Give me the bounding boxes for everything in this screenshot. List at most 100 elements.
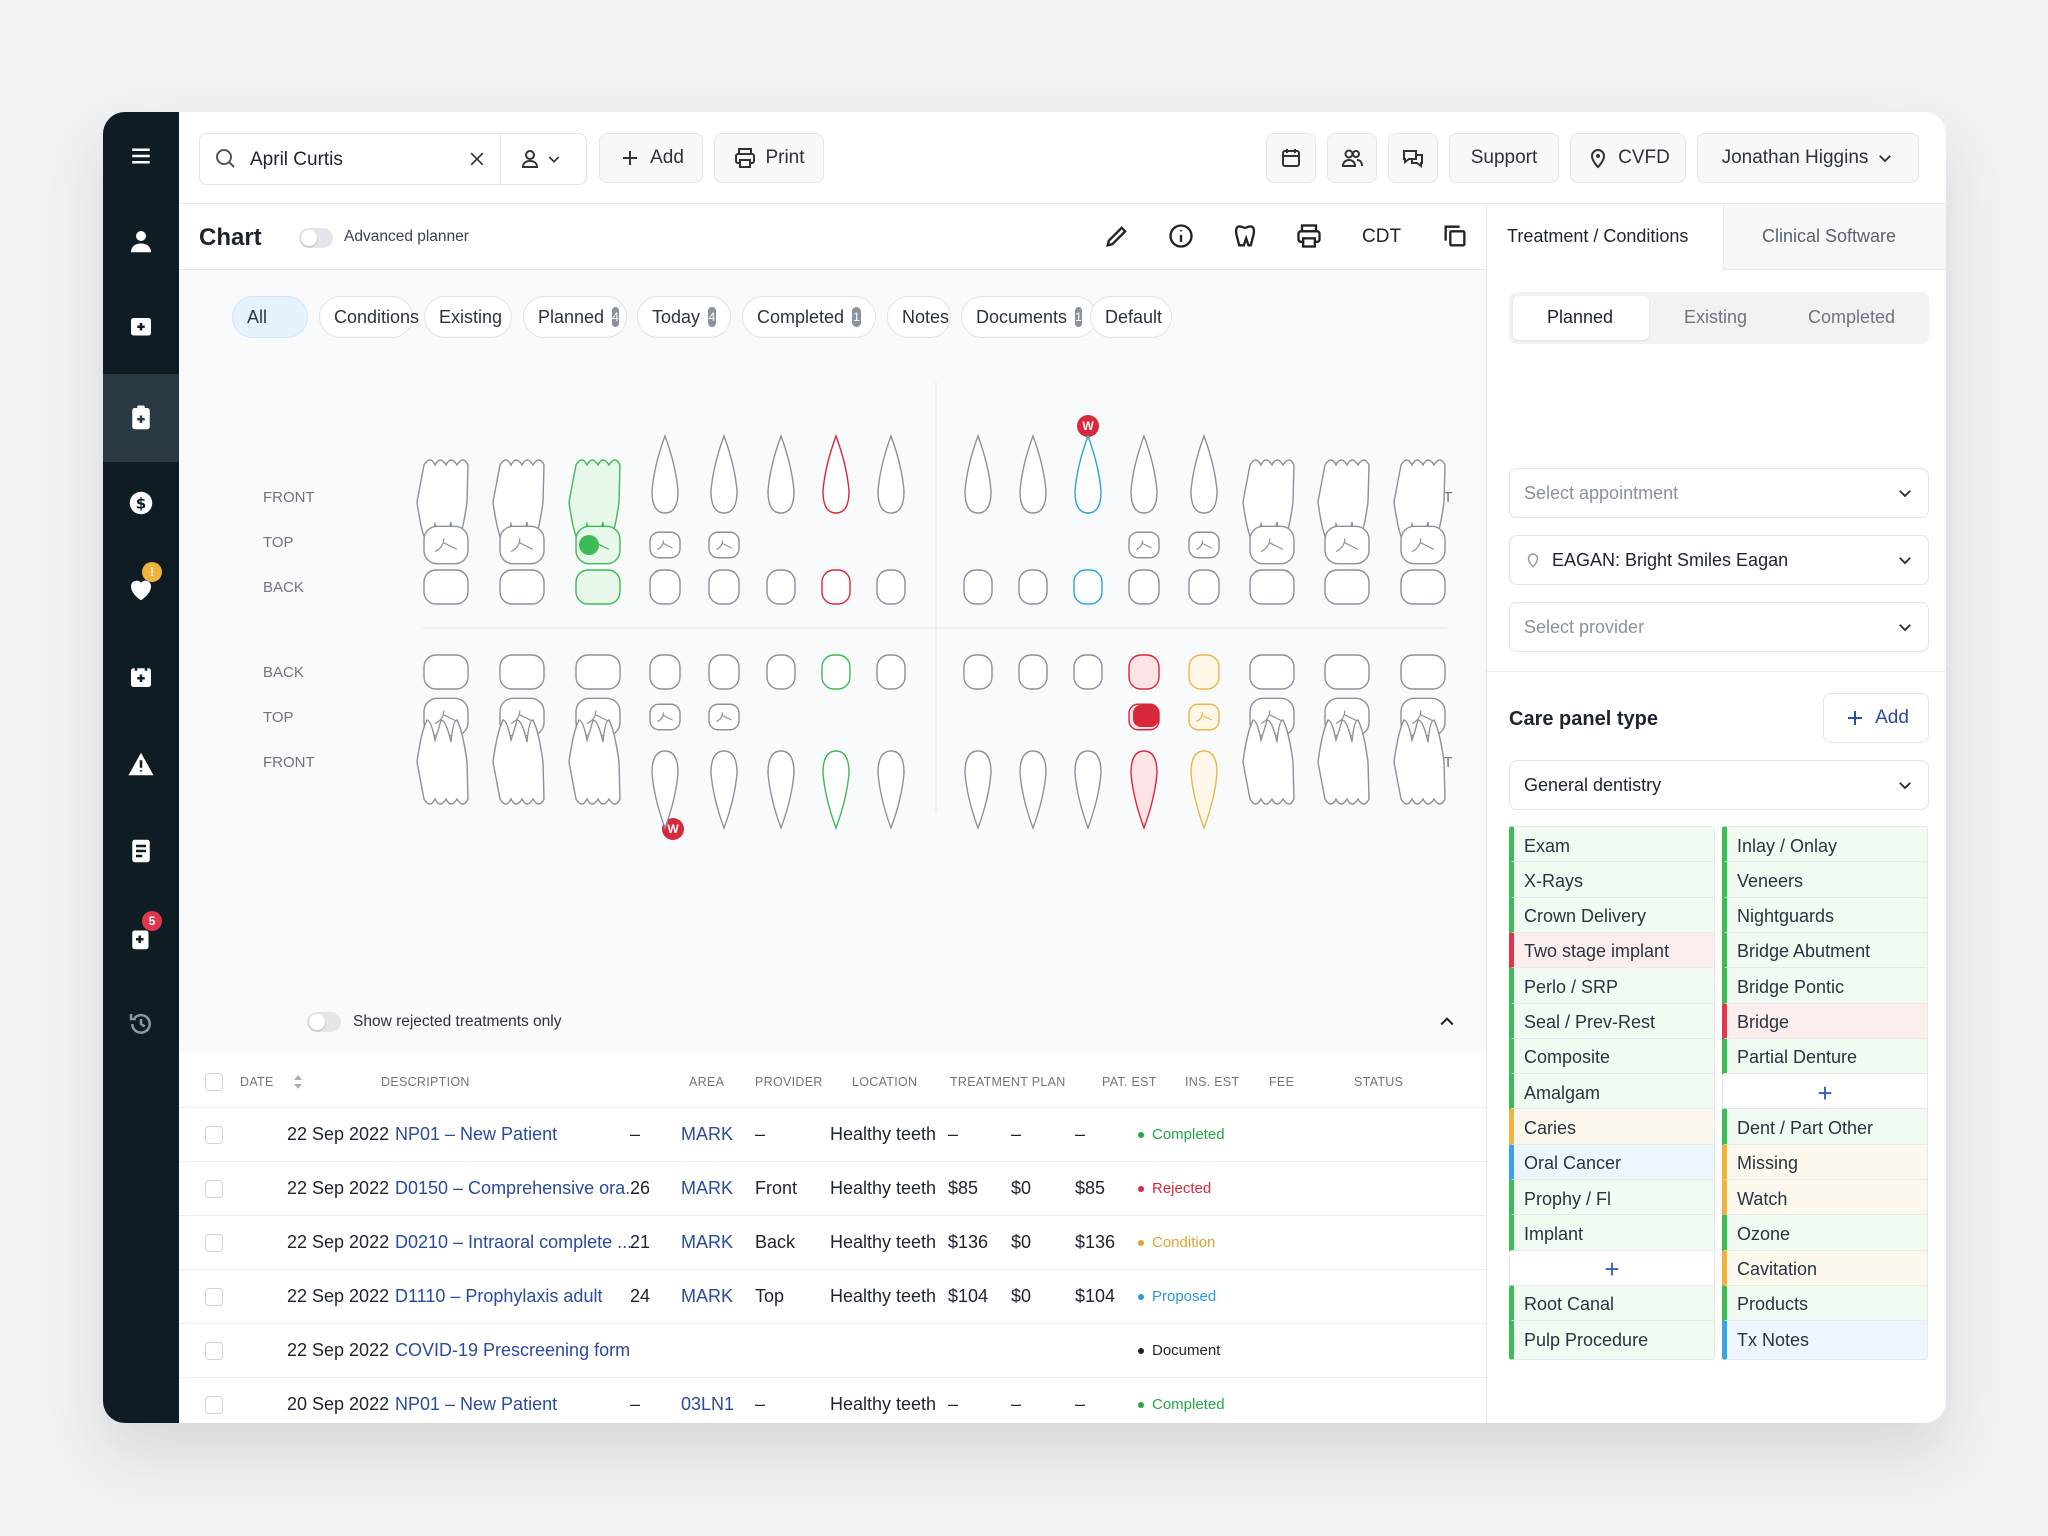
sort-icon[interactable] — [291, 1073, 305, 1091]
tooth-number[interactable]: 14 — [1263, 484, 1281, 501]
care-item[interactable]: Prophy / Fl — [1509, 1179, 1715, 1219]
cell-desc[interactable]: NP01 – New Patient — [395, 1394, 558, 1414]
appointment-select[interactable]: Select appointment — [1509, 468, 1929, 518]
table-row[interactable]: 22 Sep 2022 D1110 – Prophylaxis adult 24 MA… — [179, 1269, 1486, 1323]
tooth-front[interactable] — [1074, 433, 1102, 514]
users-button[interactable] — [1327, 133, 1377, 183]
tooth-top[interactable] — [649, 531, 681, 559]
tooth-top[interactable] — [1128, 531, 1160, 559]
tab-treatment[interactable]: Treatment / Conditions — [1487, 204, 1723, 270]
user-menu[interactable]: Jonathan Higgins — [1697, 133, 1919, 183]
tooth-front[interactable] — [1317, 719, 1370, 805]
seg-completed[interactable]: Completed — [1808, 307, 1896, 327]
care-item[interactable]: Composite — [1509, 1037, 1715, 1078]
tooth-icon[interactable] — [1231, 222, 1259, 250]
history-icon[interactable] — [103, 996, 179, 1052]
tooth-front[interactable] — [568, 719, 621, 805]
tooth-front[interactable] — [416, 459, 469, 545]
care-item[interactable]: Root Canal — [1509, 1284, 1715, 1325]
row-checkbox[interactable] — [205, 1126, 223, 1144]
tooth-back[interactable] — [1128, 569, 1160, 605]
tooth-back[interactable] — [1018, 654, 1048, 690]
tooth-back[interactable] — [876, 654, 906, 690]
cell-desc[interactable]: D0150 – Comprehensive ora... — [395, 1178, 641, 1198]
tooth-front[interactable] — [822, 433, 850, 514]
row-checkbox[interactable] — [205, 1342, 223, 1360]
tooth-back[interactable] — [423, 654, 469, 690]
cell-desc[interactable]: COVID-19 Prescreening form — [395, 1340, 631, 1360]
tooth-fissure[interactable] — [1196, 540, 1212, 551]
tooth-front[interactable] — [767, 433, 795, 514]
tooth-top[interactable] — [1324, 525, 1370, 565]
filter-today[interactable]: Today 4 — [637, 296, 731, 338]
tooth-front[interactable] — [1074, 750, 1102, 831]
care-item[interactable]: Perlo / SRP — [1509, 967, 1715, 1008]
add-care-item-button[interactable]: + — [1722, 1073, 1928, 1114]
tooth-number[interactable]: 4 — [660, 484, 670, 501]
tooth-front[interactable] — [1190, 750, 1218, 831]
tooth-fissure[interactable] — [1260, 710, 1284, 725]
tooth-top[interactable] — [499, 697, 545, 737]
tooth-front[interactable] — [877, 433, 905, 514]
tooth-back[interactable] — [423, 569, 469, 605]
cell-provider[interactable]: MARK — [681, 1286, 734, 1306]
tooth-back[interactable] — [499, 654, 545, 690]
tooth-front[interactable] — [767, 750, 795, 831]
tooth-back[interactable] — [1324, 569, 1370, 605]
info-icon[interactable] — [1167, 222, 1195, 250]
tooth-fissure[interactable] — [1335, 710, 1359, 725]
care-item[interactable]: Veneers — [1722, 861, 1928, 902]
tab-clinical[interactable]: Clinical Software — [1723, 204, 1946, 270]
tooth-fissure[interactable] — [657, 540, 673, 551]
tooth-number[interactable]: 10 — [1024, 484, 1042, 501]
tooth-number[interactable]: 11 — [1080, 484, 1096, 501]
tooth-front[interactable] — [1242, 719, 1295, 805]
cell-provider[interactable]: 03LN1 — [681, 1394, 735, 1414]
tooth-fissure[interactable] — [716, 712, 732, 723]
cell-provider[interactable]: MARK — [681, 1232, 734, 1252]
tooth-number[interactable]: 6 — [776, 484, 786, 501]
health-icon[interactable] — [103, 561, 179, 617]
tooth-front[interactable] — [877, 750, 905, 831]
plans-icon[interactable] — [103, 910, 179, 966]
care-type-select[interactable]: General dentistry — [1509, 760, 1929, 810]
chevron-up-icon[interactable] — [1437, 1012, 1457, 1032]
cell-provider[interactable]: MARK — [681, 1178, 734, 1198]
tooth-back[interactable] — [708, 569, 740, 605]
tooth-number[interactable]: 15 — [1338, 484, 1356, 501]
close-icon[interactable] — [467, 149, 487, 169]
tooth-front[interactable] — [1190, 433, 1218, 514]
print-button[interactable]: Print — [714, 133, 824, 183]
filter-documents[interactable]: Documents 1 — [961, 296, 1097, 338]
tooth-number[interactable]: 8 — [886, 484, 896, 501]
provider-select[interactable]: Select provider — [1509, 602, 1929, 652]
select-all-checkbox[interactable] — [205, 1073, 223, 1091]
care-add-button[interactable]: Add — [1823, 693, 1929, 743]
table-row[interactable]: 22 Sep 2022 D0210 – Intraoral complete ..… — [179, 1215, 1486, 1269]
billing-icon[interactable]: $ — [103, 475, 179, 531]
filter-conditions[interactable]: Conditions — [319, 296, 419, 338]
tooth-number[interactable]: 9 — [973, 484, 983, 501]
tooth-top[interactable] — [1128, 703, 1160, 731]
tooth-back[interactable] — [876, 569, 906, 605]
document-icon[interactable] — [103, 823, 179, 879]
tooth-back[interactable] — [649, 569, 681, 605]
table-row[interactable]: 20 Sep 2022 NP01 – New Patient –03LN1– Heal… — [179, 1377, 1486, 1423]
tooth-number[interactable]: 5 — [719, 484, 729, 501]
tooth-front[interactable] — [1130, 433, 1158, 514]
warning-icon[interactable] — [103, 736, 179, 792]
add-button[interactable]: Add — [599, 133, 703, 183]
filter-planned[interactable]: Planned 4 — [523, 296, 627, 338]
care-item[interactable]: Missing — [1722, 1143, 1928, 1184]
tooth-top[interactable] — [499, 525, 545, 565]
cell-provider[interactable]: MARK — [681, 1124, 734, 1144]
watch-badge[interactable]: W — [1077, 415, 1099, 437]
tooth-back[interactable] — [1073, 654, 1103, 690]
patient-icon[interactable] — [103, 213, 179, 269]
tooth-fissure[interactable] — [657, 712, 673, 723]
tooth-back[interactable] — [649, 654, 681, 690]
tooth-number[interactable]: 13 — [1195, 484, 1213, 501]
care-item[interactable]: Bridge Abutment — [1722, 931, 1928, 972]
table-row[interactable]: 22 Sep 2022 NP01 – New Patient – MARK – Healt… — [179, 1107, 1486, 1161]
care-item[interactable]: Tx Notes — [1722, 1320, 1928, 1361]
